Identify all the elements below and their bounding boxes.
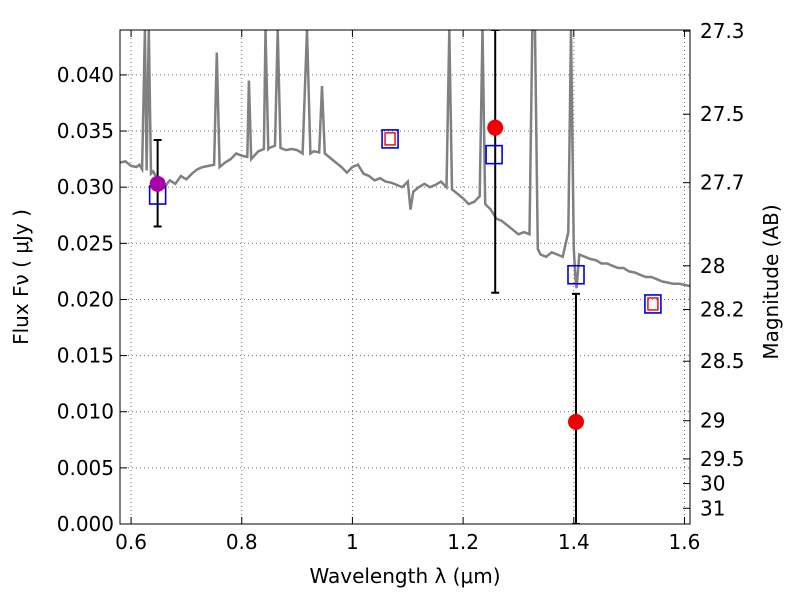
observed-point (149, 175, 166, 192)
y2-tick-label: 27.7 (700, 171, 745, 195)
y2-tick-label: 30 (700, 472, 725, 496)
spectrum-line (120, 30, 690, 289)
model-marker (644, 294, 662, 314)
x-tick-label: 1.2 (447, 530, 479, 554)
y-tick-label: 0.035 (57, 119, 114, 143)
x-tick-label: 1.6 (669, 530, 701, 554)
y-axis-left: 0.000 0.005 0.010 0.015 0.020 0.025 0.030 0.035… (57, 63, 127, 536)
y-tick-label: 0.040 (57, 63, 114, 87)
x-axis: 0.6 0.8 1 1.2 1.4 1.6 (115, 30, 700, 554)
x-tick-label: 0.8 (226, 530, 258, 554)
y-tick-label: 0.025 (57, 231, 114, 255)
model-marker (485, 144, 503, 165)
y2-axis-label: Magnitude (AB) (759, 204, 783, 359)
y2-tick-label: 28.2 (700, 298, 745, 322)
y2-tick-label: 27.5 (700, 102, 745, 126)
model-inner-marker (384, 132, 396, 146)
y-tick-label: 0.000 (57, 512, 114, 536)
y-axis-label: Flux Fν ( μJy ) (9, 209, 33, 345)
x-tick-label: 1 (346, 530, 359, 554)
observed-point (568, 413, 584, 430)
plot-clip-group (120, 30, 690, 524)
x-tick-label: 0.6 (115, 530, 147, 554)
y-tick-label: 0.030 (57, 175, 114, 199)
plot-frame (119, 29, 691, 525)
model-marker (381, 129, 399, 149)
x-axis-label: Wavelength λ (μm) (309, 564, 500, 588)
observed-point (487, 119, 504, 136)
y-tick-label: 0.015 (57, 344, 114, 368)
series-layer (120, 30, 690, 524)
y2-tick-label: 28.5 (700, 349, 745, 373)
model-inner-marker (647, 297, 659, 311)
y2-tick-label: 28 (700, 254, 725, 278)
grid-lines (120, 30, 690, 525)
y-tick-label: 0.005 (57, 456, 114, 480)
y2-tick-label: 29.5 (700, 447, 745, 471)
y-tick-label: 0.020 (57, 287, 114, 311)
y2-tick-label: 31 (700, 496, 725, 520)
x-tick-label: 1.4 (558, 530, 590, 554)
model-marker (567, 264, 585, 285)
y2-tick-label: 27.3 (700, 19, 745, 43)
y2-tick-label: 29 (700, 409, 725, 433)
y-tick-label: 0.010 (57, 400, 114, 424)
